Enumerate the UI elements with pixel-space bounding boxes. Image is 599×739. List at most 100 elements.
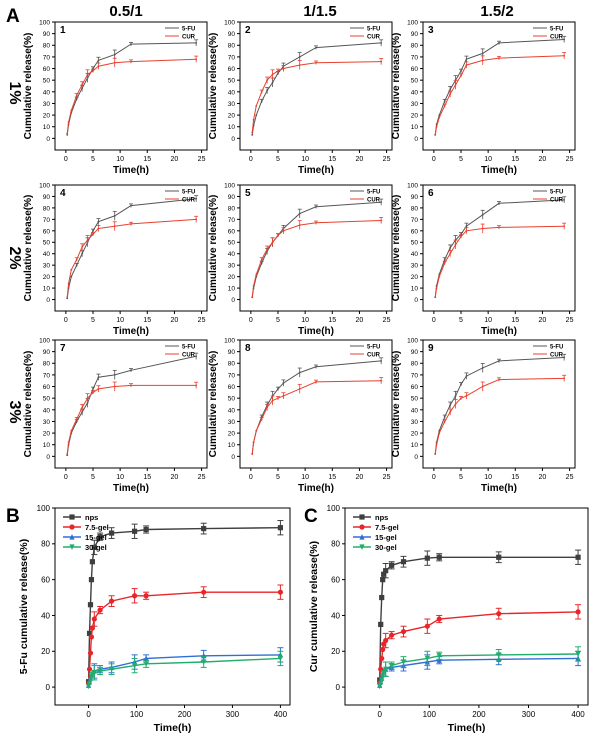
chart-A7: 0 5 10 15 20 25 0 10 20 30 40 50 60 70 80 90 100 Time(h) C…: [23, 337, 208, 494]
data-point: [436, 657, 442, 663]
data-point: [92, 233, 94, 236]
data-point: [252, 441, 255, 444]
x-tick-label: 5: [276, 317, 280, 324]
data-point: [449, 88, 452, 91]
column-header-1-1.5: 1/1.5: [303, 3, 336, 20]
data-point: [88, 577, 95, 583]
data-point: [75, 418, 78, 421]
y-axis-label: 5-Fu cumulative release(%): [18, 539, 30, 674]
y-tick-label: 10: [411, 442, 419, 449]
data-point: [449, 411, 452, 414]
data-point: [498, 202, 500, 205]
legend-label: 30-gel: [85, 543, 107, 552]
series-line: [87, 527, 281, 682]
y-tick-label: 60: [228, 228, 236, 235]
data-point: [81, 411, 84, 414]
x-axis-label: Time(h): [298, 326, 334, 337]
chart-A1: 0 5 10 15 20 25 0 10 20 30 40 50 60 70 80 90 100 Time(h) C…: [23, 19, 208, 176]
legend-marker: [69, 534, 75, 540]
x-tick-label: 15: [143, 317, 151, 324]
x-tick-label: 0: [432, 156, 436, 163]
data-point: [436, 616, 442, 622]
data-point: [251, 133, 254, 136]
data-point: [277, 72, 279, 75]
y-tick-label: 30: [411, 101, 419, 108]
y-tick-label: 80: [411, 361, 419, 368]
data-point: [379, 677, 385, 683]
data-point: [460, 235, 462, 238]
legend-label: 7.5-gel: [85, 523, 109, 532]
y-axis-label: Cumulative release(%): [391, 195, 402, 302]
plot-frame: [239, 339, 393, 469]
plot-frame: [239, 21, 393, 151]
data-point: [496, 652, 502, 658]
chart-panels: 0 5 10 15 20 250102030405060708090100Time(h)C…: [18, 19, 589, 734]
data-point: [195, 197, 198, 200]
x-tick-label: 5: [276, 156, 280, 163]
data-point: [113, 225, 116, 228]
column-header-0.5-1: 0.5/1: [109, 3, 142, 20]
plot-frame: [422, 21, 576, 151]
data-point: [436, 554, 442, 560]
data-point: [81, 406, 84, 409]
data-point: [498, 360, 500, 362]
legend-label: CUR: [182, 197, 196, 203]
data-point: [454, 83, 457, 86]
legend: 5-FU CUR: [533, 189, 564, 203]
data-point: [460, 74, 462, 77]
data-point: [563, 38, 566, 41]
legend-label: 5-FU: [182, 344, 195, 350]
y-tick-label: 10: [43, 286, 51, 293]
legend-label: CUR: [367, 34, 381, 40]
y-tick-label: 0: [46, 683, 51, 692]
x-tick-label: 100: [130, 710, 144, 719]
y-tick-label: 70: [411, 372, 419, 379]
y-tick-label: 60: [43, 228, 51, 235]
x-tick-label: 25: [566, 317, 574, 324]
legend-label: 5-FU: [550, 189, 563, 195]
data-point: [195, 58, 198, 61]
y-tick-label: 40: [228, 251, 236, 258]
y-tick-label: 20: [228, 274, 236, 281]
y-tick-label: 70: [228, 372, 236, 379]
data-point: [449, 247, 452, 249]
y-tick-label: 50: [43, 396, 51, 403]
data-point: [383, 568, 389, 574]
y-tick-label: 80: [228, 361, 236, 368]
panel-label-B: B: [6, 506, 20, 527]
x-tick-label: 5: [91, 474, 95, 481]
data-point: [89, 559, 96, 565]
data-point: [498, 378, 500, 381]
x-tick-label: 20: [539, 317, 547, 324]
series-line: [379, 556, 579, 680]
y-tick-label: 80: [43, 43, 51, 50]
data-point: [81, 252, 84, 255]
x-axis-label: Time(h): [448, 722, 486, 734]
x-tick-label: 25: [198, 156, 206, 163]
x-tick-label: 0: [377, 710, 382, 719]
data-point: [298, 371, 301, 374]
data-point: [271, 81, 274, 84]
data-point: [97, 59, 100, 62]
y-tick-label: 70: [228, 217, 236, 224]
x-tick-label: 5: [459, 474, 463, 481]
y-tick-label: 30: [411, 263, 419, 270]
y-tick-label: 40: [43, 89, 51, 96]
x-axis-label: Time(h): [113, 165, 149, 176]
data-point: [108, 530, 115, 536]
data-point: [86, 239, 89, 241]
y-tick-label: 100: [39, 19, 50, 26]
legend-marker: [359, 544, 365, 550]
data-point: [575, 651, 581, 657]
legend-marker: [359, 534, 365, 540]
legend-label: CUR: [550, 197, 564, 203]
data-point: [434, 296, 437, 299]
data-point: [481, 59, 484, 62]
data-point: [282, 229, 285, 232]
data-point: [75, 258, 78, 261]
data-point: [449, 252, 452, 255]
y-tick-label: 40: [331, 611, 340, 620]
legend-label: 5-FU: [182, 189, 195, 195]
data-point: [87, 650, 94, 656]
y-tick-label: 20: [41, 647, 50, 656]
